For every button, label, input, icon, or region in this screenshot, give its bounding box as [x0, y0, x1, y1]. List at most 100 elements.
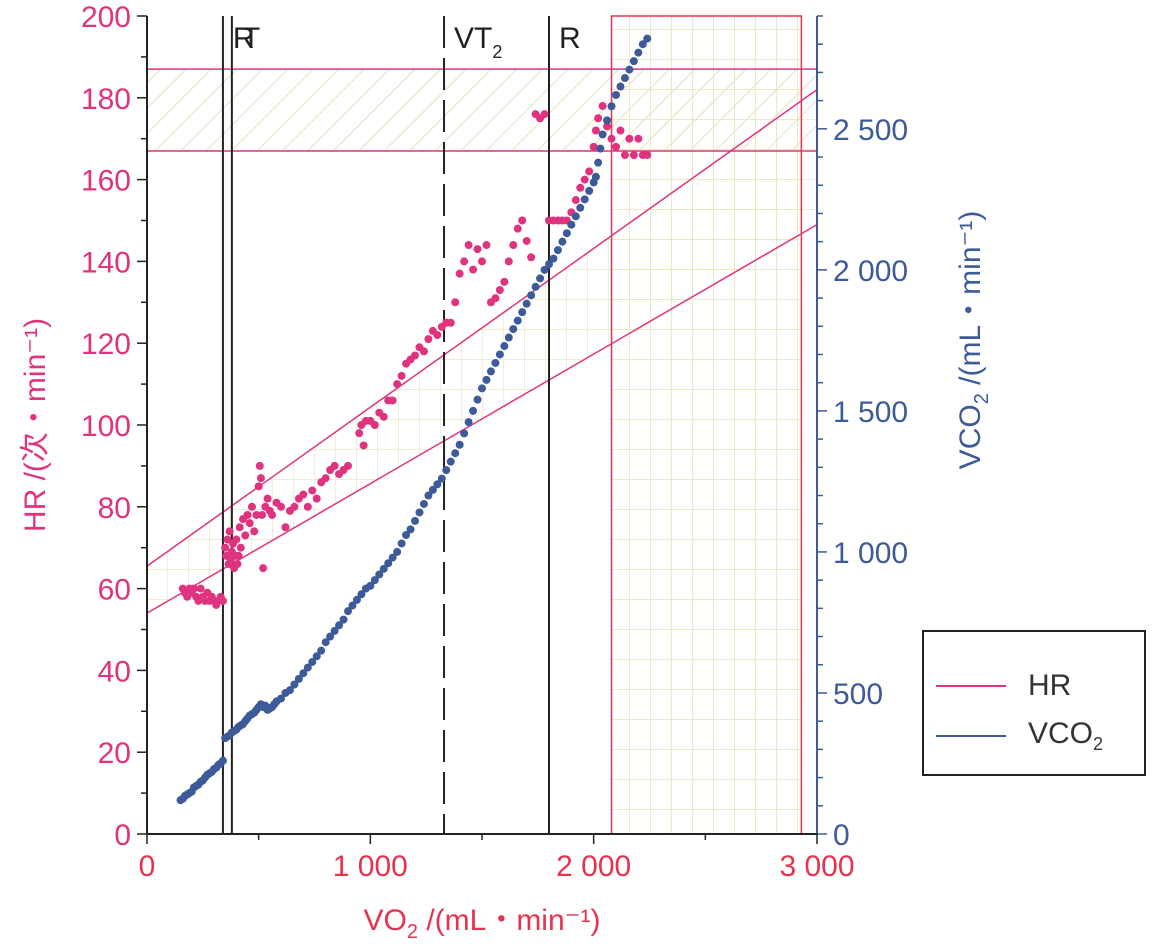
hr-point	[355, 429, 364, 438]
hr-point	[513, 224, 522, 233]
vco2-point	[638, 40, 647, 49]
vco2-point	[411, 516, 419, 525]
axes	[137, 15, 827, 844]
vco2-point	[585, 186, 594, 195]
hr-point	[189, 584, 198, 593]
hr-point	[464, 241, 473, 250]
hr-point	[252, 510, 261, 519]
vco2-point	[455, 440, 464, 449]
hr-point	[620, 151, 629, 160]
bottom-tick-label: 2 000	[556, 850, 631, 883]
vco2-point	[285, 686, 294, 695]
vco2-point	[478, 384, 486, 393]
right-tick-label: 0	[833, 819, 850, 852]
hr-point	[259, 564, 268, 573]
hr-point	[455, 269, 464, 278]
bottom-tick-label: 0	[139, 850, 156, 883]
vco2-point	[518, 308, 527, 317]
vco2-point	[527, 291, 536, 300]
hr-point	[308, 486, 317, 495]
left-tick-label: 80	[98, 492, 131, 525]
vco2-point	[218, 756, 227, 765]
left-tick-label: 140	[81, 246, 131, 279]
hr-point	[571, 196, 580, 205]
hr-point	[234, 551, 243, 560]
hr-point	[393, 380, 402, 389]
vco2-point	[419, 499, 428, 508]
hr-point	[433, 331, 442, 340]
vco2-point	[366, 581, 375, 590]
hr-point	[254, 482, 263, 491]
vco2-point	[558, 237, 567, 246]
x-axis-label-suffix: /(mL・min⁻¹)	[418, 904, 601, 937]
right-tick-label: 1 500	[833, 396, 908, 429]
vco2-point	[388, 553, 397, 562]
regression-band-fill	[147, 89, 817, 614]
left-tick-label: 60	[98, 574, 131, 607]
hr-point	[236, 543, 245, 552]
threshold-label-text: R	[233, 22, 255, 55]
vco2-point	[495, 350, 504, 359]
vco2-point	[545, 260, 553, 269]
hr-point	[221, 543, 230, 552]
hr-point	[397, 371, 406, 380]
legend-swatch-vco2	[936, 735, 1006, 737]
axis-labels: VO2 /(mL・min⁻¹)HR /(次・min⁻¹) VCO2 /(mL・mi…	[19, 211, 993, 943]
vco2-point	[607, 102, 616, 111]
vco2-point	[625, 65, 634, 74]
vco2-point	[326, 632, 335, 641]
vco2-point	[482, 375, 491, 384]
vco2-point	[612, 90, 620, 99]
legend: HR VCO2	[922, 630, 1146, 776]
vco2-point	[352, 595, 361, 604]
hr-point	[491, 294, 500, 303]
hr-point	[330, 461, 339, 470]
hr-point	[518, 216, 527, 225]
vco2-point	[437, 474, 446, 483]
hr-point	[478, 257, 486, 266]
hr-point	[281, 523, 290, 532]
threshold-label-3: R	[559, 22, 581, 55]
hr-point	[243, 510, 252, 519]
hr-point	[469, 265, 478, 274]
right-tick-label: 2 000	[833, 255, 908, 288]
vco2-point	[375, 570, 384, 579]
hr-point	[250, 527, 259, 536]
vco2-point	[464, 418, 473, 427]
left-tick-label: 180	[81, 83, 131, 116]
hr-point	[225, 527, 234, 536]
left-tick-label: 160	[81, 165, 131, 198]
threshold-label-1: T	[242, 22, 260, 55]
hr-point	[359, 441, 368, 450]
vco2-point	[335, 621, 344, 630]
hr-point	[451, 298, 460, 307]
vco2-point	[277, 694, 285, 703]
hr-point	[258, 510, 267, 519]
y-right-axis-label-sub: 2	[971, 393, 993, 404]
hr-point	[607, 134, 616, 143]
vco2-point	[553, 246, 562, 255]
legend-label-vco2: VCO2	[1028, 717, 1103, 755]
hr-point	[299, 490, 308, 499]
hr-point	[585, 167, 594, 176]
legend-label-hr: HR	[1028, 669, 1072, 702]
hr-point	[370, 421, 379, 429]
hr-point	[388, 396, 397, 405]
hr-point	[482, 241, 491, 250]
right-tick-label: 500	[833, 678, 883, 711]
vco2-point	[433, 480, 442, 489]
hr-point	[419, 347, 428, 356]
vco2-point	[643, 34, 652, 43]
vco2-point	[580, 195, 589, 204]
left-tick-label: 120	[81, 328, 131, 361]
vco2-point	[330, 626, 339, 635]
hr-point	[643, 151, 652, 160]
hr-point	[255, 461, 264, 470]
hr-point	[312, 494, 321, 503]
vco2-point	[294, 674, 303, 683]
hr-point	[589, 142, 598, 151]
hr-point	[580, 175, 589, 184]
hr-point	[277, 502, 285, 511]
legend-swatch-hr	[936, 685, 1006, 687]
hr-point	[616, 126, 625, 135]
